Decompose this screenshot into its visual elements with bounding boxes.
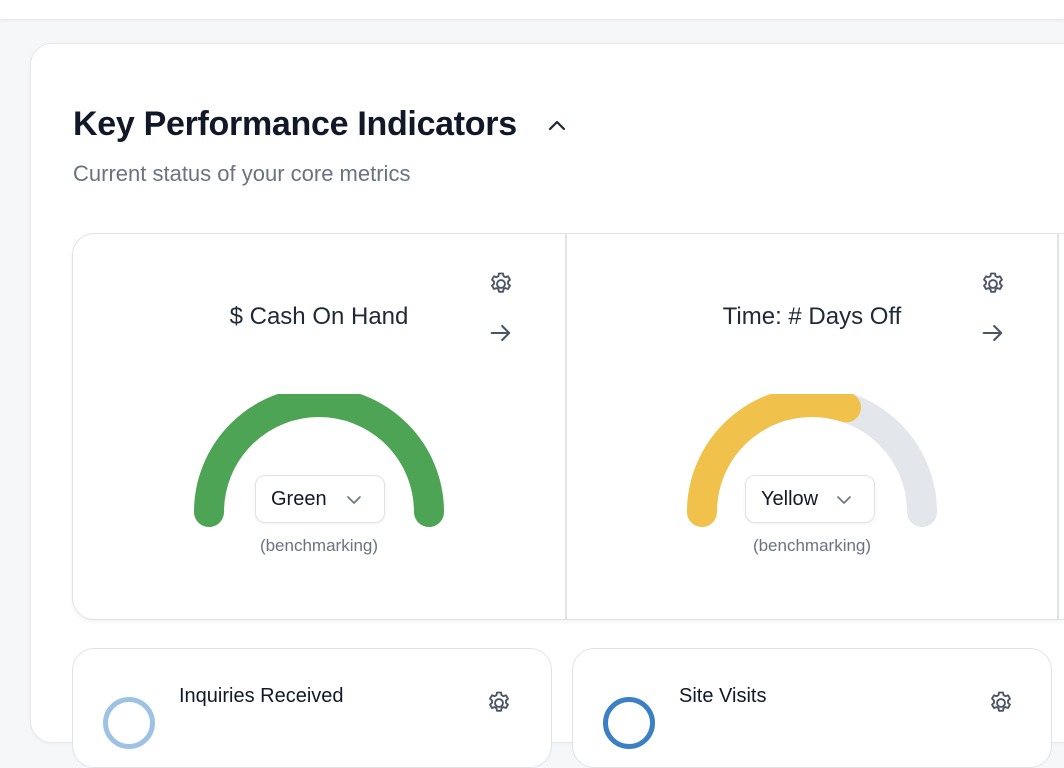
status-value: Green: [271, 487, 327, 510]
top-bar: [0, 0, 1064, 20]
benchmarking-note: (benchmarking): [259, 536, 379, 555]
kpi-divider: [1057, 234, 1059, 619]
kpi-card-row: $ Cash On Hand Green (benchmarking) Time…: [72, 233, 1064, 620]
arrow-right-icon[interactable]: [979, 319, 1007, 347]
metric-card-inquiries[interactable]: Inquiries Received: [72, 648, 552, 768]
metric-ring: [103, 697, 155, 749]
gear-icon[interactable]: [487, 270, 515, 298]
benchmarking-note: (benchmarking): [752, 536, 872, 555]
metric-title: Site Visits: [679, 685, 767, 707]
section-title: Key Performance Indicators: [73, 105, 517, 143]
gear-icon[interactable]: [485, 689, 513, 717]
status-dropdown[interactable]: Yellow: [745, 475, 875, 523]
status-dropdown[interactable]: Green: [255, 475, 385, 523]
section-subtitle: Current status of your core metrics: [73, 161, 411, 186]
metric-ring: [603, 697, 655, 749]
metric-card-site-visits[interactable]: Site Visits: [572, 648, 1052, 768]
kpi-divider: [565, 234, 567, 619]
status-gauge: [194, 394, 444, 527]
status-gauge: [687, 394, 937, 527]
gauge-fill: [687, 394, 861, 527]
kpi-title: $ Cash On Hand: [229, 303, 409, 330]
gear-icon[interactable]: [979, 270, 1007, 298]
arrow-right-icon[interactable]: [487, 319, 515, 347]
chevron-up-icon[interactable]: [545, 113, 569, 137]
gauge-fill: [194, 394, 444, 527]
chevron-down-icon: [347, 496, 361, 504]
chevron-down-icon: [837, 496, 851, 504]
kpi-title: Time: # Days Off: [722, 303, 902, 330]
status-value: Yellow: [761, 487, 819, 510]
metric-title: Inquiries Received: [179, 685, 344, 707]
kpi-days-off: Time: # Days Off Yellow (benchmarking): [566, 234, 1058, 619]
kpi-cash-on-hand: $ Cash On Hand Green (benchmarking): [73, 234, 565, 619]
gear-icon[interactable]: [987, 689, 1015, 717]
